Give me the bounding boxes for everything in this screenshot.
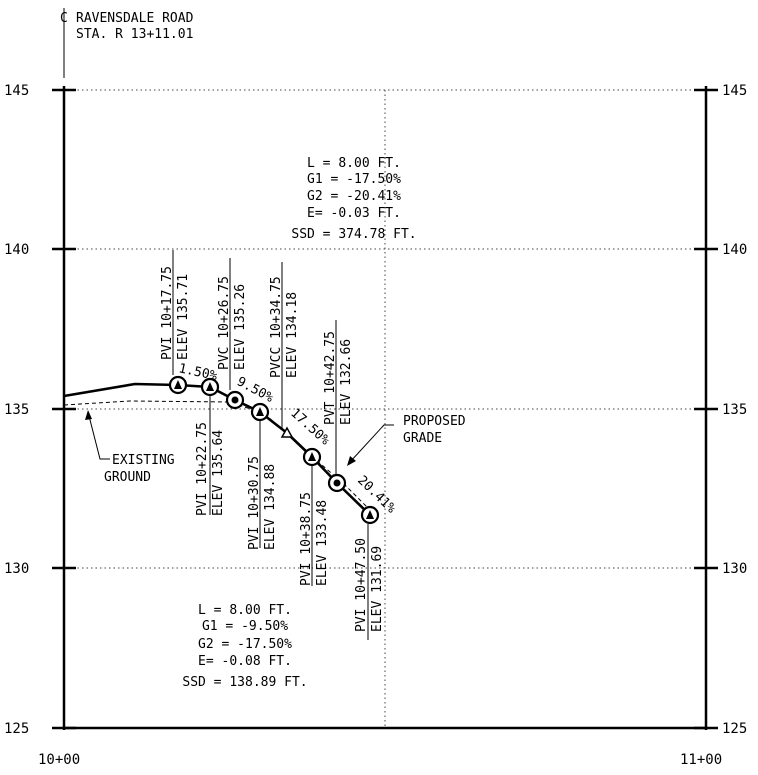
pvi-markers (168, 375, 380, 525)
x-tick-1100: 11+00 (680, 752, 722, 768)
top-curve-length: L = 8.00 FT. (307, 156, 401, 171)
pvcc-elev: ELEV 134.18 (285, 292, 300, 378)
pvi-8-station: PVI 10+47.50 (354, 538, 369, 632)
marker-pvi-2 (200, 377, 220, 397)
road-name: RAVENSDALE ROAD (76, 11, 194, 26)
y-tick-right-135: 135 (722, 402, 747, 418)
y-tick-right-125: 125 (722, 721, 747, 737)
upper-point-labels: PVI 10+17.75 ELEV 135.71 PVC 10+26.75 EL… (160, 250, 354, 474)
proposed-grade-callout: PROPOSED GRADE (347, 414, 466, 466)
label-pvcc: PVCC 10+34.75 ELEV 134.18 (269, 262, 300, 428)
top-curve-e: E= -0.03 FT. (307, 206, 401, 221)
curve-data-bottom: L = 8.00 FT. G1 = -9.50% G2 = -17.50% E=… (182, 603, 307, 690)
label-pvi-4: PVI 10+30.75 ELEV 134.88 (247, 421, 278, 550)
marker-pvi-6 (302, 447, 322, 467)
bottom-curve-g2: G2 = -17.50% (198, 637, 292, 652)
bottom-curve-ssd: SSD = 138.89 FT. (182, 675, 307, 690)
pvt-elev: ELEV 132.66 (339, 339, 354, 425)
marker-pvi-4 (250, 402, 270, 422)
y-tick-labels-left: 145 140 135 130 125 (4, 83, 29, 737)
existing-ground-leader (87, 411, 110, 460)
pvi-4-elev: ELEV 134.88 (263, 464, 278, 550)
label-pvi-6: PVI 10+38.75 ELEV 133.48 (299, 466, 330, 586)
lower-point-labels: PVI 10+22.75 ELEV 135.64 PVI 10+30.75 EL… (195, 396, 385, 640)
pvi-8-elev: ELEV 131.69 (370, 546, 385, 632)
y-tick-right-145: 145 (722, 83, 747, 99)
y-tick-135: 135 (4, 402, 29, 418)
pvi-6-station: PVI 10+38.75 (299, 492, 314, 586)
y-tick-145: 145 (4, 83, 29, 99)
pvi-2-elev: ELEV 135.64 (211, 430, 226, 516)
arrow-up-icon (85, 410, 92, 420)
station-label: STA. R 13+11.01 (76, 27, 193, 42)
x-tick-1000: 10+00 (38, 752, 80, 768)
marker-pvi-1 (168, 375, 188, 395)
marker-pvcc (280, 426, 294, 438)
proposed-grade-label-2: GRADE (403, 431, 442, 446)
top-curve-g2: G2 = -20.41% (307, 189, 401, 204)
label-pvi-1: PVI 10+17.75 ELEV 135.71 (160, 250, 191, 375)
pvi-2-station: PVI 10+22.75 (195, 422, 210, 516)
y-tick-right-140: 140 (722, 242, 747, 258)
centerline-symbol: C (60, 11, 68, 26)
arrow-down-left-icon (347, 456, 356, 466)
pvi-1-elev: ELEV 135.71 (176, 274, 191, 360)
y-tick-right-130: 130 (722, 561, 747, 577)
pvcc-station: PVCC 10+34.75 (269, 276, 284, 378)
y-tick-125: 125 (4, 721, 29, 737)
bottom-curve-e: E= -0.08 FT. (198, 654, 292, 669)
label-pvt: PVT 10+42.75 ELEV 132.66 (323, 320, 354, 474)
existing-ground-label-2: GROUND (104, 470, 151, 485)
label-pvi-2: PVI 10+22.75 ELEV 135.64 (195, 396, 226, 516)
existing-ground-label-1: EXISTING (112, 453, 175, 468)
grid (64, 89, 706, 728)
existing-ground-callout: EXISTING GROUND (85, 410, 175, 485)
curve-data-top: L = 8.00 FT. G1 = -17.50% G2 = -20.41% E… (291, 156, 416, 242)
proposed-grade-label-1: PROPOSED (403, 414, 466, 429)
frame (52, 86, 718, 730)
bottom-curve-length: L = 8.00 FT. (198, 603, 292, 618)
marker-pvi-8 (360, 505, 380, 525)
pvc-station: PVC 10+26.75 (217, 276, 232, 370)
bottom-curve-g1: G1 = -9.50% (202, 619, 288, 634)
pvc-elev: ELEV 135.26 (233, 284, 248, 370)
proposed-grade-leader (349, 424, 394, 463)
pvi-6-elev: ELEV 133.48 (315, 500, 330, 586)
pvt-station: PVT 10+42.75 (323, 331, 338, 425)
proposed-grade-line (63, 382, 371, 516)
y-tick-labels-right: 145 140 135 130 125 (722, 83, 747, 737)
top-curve-g1: G1 = -17.50% (307, 172, 401, 187)
label-pvc: PVC 10+26.75 ELEV 135.26 (217, 258, 248, 390)
marker-pvt (327, 473, 347, 493)
marker-pvc (225, 390, 245, 410)
label-pvi-8: PVI 10+47.50 ELEV 131.69 (354, 524, 385, 640)
top-curve-ssd: SSD = 374.78 FT. (291, 227, 416, 242)
pvi-4-station: PVI 10+30.75 (247, 456, 262, 550)
pvi-1-station: PVI 10+17.75 (160, 266, 175, 360)
y-tick-130: 130 (4, 561, 29, 577)
y-tick-140: 140 (4, 242, 29, 258)
